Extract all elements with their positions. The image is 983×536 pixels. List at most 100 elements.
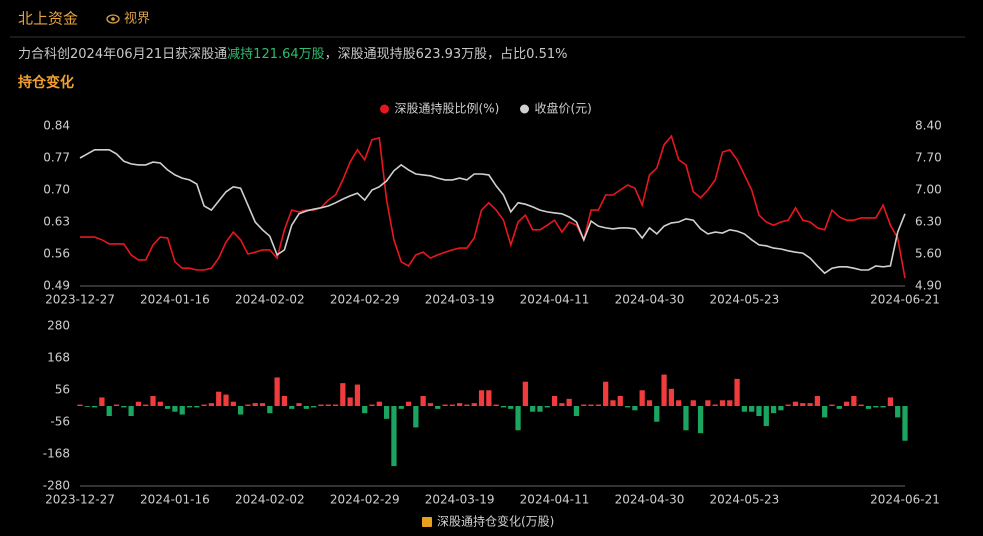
bar	[719, 400, 726, 406]
bar	[603, 381, 609, 406]
x-tick-label: 2023-12-27	[45, 493, 115, 507]
bar	[150, 396, 156, 406]
bar	[727, 400, 733, 406]
summary-text: ，深股通现持股623.93万股，占比0.51%	[325, 47, 568, 62]
x-tick-label: 2024-01-16	[140, 493, 210, 507]
bar	[741, 406, 748, 412]
bar	[164, 406, 171, 409]
bar	[216, 391, 222, 406]
bar	[515, 406, 521, 431]
bar	[800, 403, 806, 406]
series-line	[80, 134, 906, 279]
bar	[632, 406, 638, 411]
bar	[194, 406, 200, 408]
bar	[296, 403, 302, 406]
bar	[778, 406, 784, 411]
bar	[223, 394, 229, 406]
y-tick-label: -168	[43, 447, 70, 461]
bar	[208, 403, 215, 406]
bar	[610, 400, 616, 406]
bar	[318, 404, 324, 406]
bar	[201, 404, 207, 406]
bar	[661, 374, 667, 406]
bar	[121, 406, 127, 408]
bar	[676, 400, 682, 406]
legend-label: 收盘价(元)	[535, 101, 592, 116]
bar	[303, 406, 309, 409]
summary: 力合科创2024年06月21日获深股通减持121.64万股，深股通现持股623.…	[18, 47, 567, 62]
header-title: 北上资金	[18, 10, 78, 28]
bar	[91, 406, 98, 408]
bar	[186, 406, 193, 408]
bar	[814, 396, 821, 406]
y2-tick-label: 4.90	[915, 279, 942, 293]
bar	[289, 406, 295, 409]
bar	[595, 404, 601, 406]
bar	[77, 404, 83, 406]
bar	[544, 406, 550, 408]
legend-swatch	[380, 104, 389, 114]
y-tick-label: -280	[43, 479, 70, 493]
bar	[822, 406, 828, 418]
bar	[442, 404, 448, 406]
bar	[668, 388, 674, 406]
bar	[405, 401, 412, 406]
bar	[865, 406, 872, 409]
x-tick-label: 2024-04-30	[615, 493, 685, 507]
legend-label: 深股通持仓变化(万股)	[437, 514, 554, 529]
y2-tick-label: 7.70	[915, 151, 942, 165]
bar	[362, 406, 368, 414]
bar	[851, 396, 857, 406]
bar	[873, 406, 879, 408]
y-tick-label: 168	[47, 351, 70, 365]
bar	[581, 404, 587, 406]
y2-tick-label: 5.60	[915, 247, 942, 261]
bar	[420, 396, 426, 406]
bar	[588, 404, 594, 406]
bar	[172, 406, 178, 412]
bar	[369, 404, 375, 406]
y-tick-label: -56	[50, 415, 70, 429]
bar	[530, 406, 536, 412]
eye-icon[interactable]	[106, 14, 120, 24]
bar	[252, 403, 258, 406]
bar	[566, 398, 572, 406]
bar	[106, 406, 112, 416]
bar	[413, 406, 419, 428]
bar	[508, 406, 514, 409]
bar	[143, 404, 149, 406]
y-tick-label: 0.49	[43, 279, 70, 293]
bar	[500, 406, 507, 408]
x-tick-label: 2024-05-23	[710, 493, 780, 507]
bar	[237, 406, 244, 415]
y-tick-label: 0.84	[43, 119, 70, 133]
x-tick-label: 2024-06-21	[870, 493, 940, 507]
bar	[792, 401, 799, 406]
y2-tick-label: 6.30	[915, 215, 942, 229]
y-tick-label: 0.63	[43, 215, 70, 229]
bar	[311, 406, 317, 408]
bar	[705, 400, 711, 406]
bar	[354, 384, 361, 406]
bar	[99, 397, 105, 406]
bar	[376, 401, 382, 406]
bar	[807, 403, 813, 406]
bar	[245, 404, 251, 406]
header-link[interactable]: 视界	[124, 12, 150, 27]
bar	[646, 400, 653, 406]
bar	[836, 406, 842, 409]
bar	[325, 404, 331, 406]
bar	[478, 390, 485, 406]
y-tick-label: 0.77	[43, 151, 70, 165]
y2-tick-label: 7.00	[915, 183, 942, 197]
x-tick-label: 2024-03-19	[425, 493, 495, 507]
bar	[690, 400, 696, 406]
bar	[457, 403, 463, 406]
bar	[230, 401, 236, 406]
bar	[464, 404, 470, 406]
x-tick-label: 2024-04-11	[520, 293, 590, 307]
bar	[683, 406, 689, 431]
legend-swatch	[422, 517, 432, 527]
bar	[435, 406, 441, 409]
